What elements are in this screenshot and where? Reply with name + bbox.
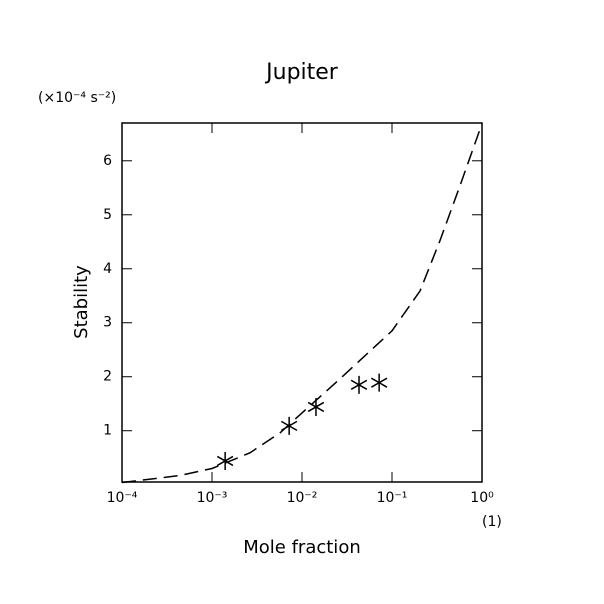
star-marker [216, 451, 234, 470]
star-marker [280, 416, 298, 435]
star-marker [350, 375, 368, 394]
y-tick-label: 1 [103, 423, 112, 439]
x-tick-label: 10⁻³ [197, 490, 228, 506]
chart-title: Jupiter [264, 60, 339, 85]
x-axis-label: Mole fraction [243, 537, 360, 558]
model-line [121, 123, 483, 484]
x-tick-label: 10⁻⁴ [107, 490, 138, 506]
y-tick-label: 3 [103, 315, 112, 331]
star-marker [307, 397, 325, 416]
x-unit: (1) [482, 514, 502, 530]
y-axis-label: Stability [71, 265, 92, 339]
y-tick-label: 6 [103, 153, 112, 169]
x-tick-label: 10⁰ [470, 490, 494, 506]
y-tick-label: 4 [103, 261, 112, 277]
y-unit: (×10⁻⁴ s⁻²) [38, 90, 116, 106]
y-tick-label: 5 [103, 207, 112, 223]
y-tick-label: 2 [103, 369, 112, 385]
x-tick-label: 10⁻¹ [377, 490, 408, 506]
x-tick-label: 10⁻² [287, 490, 318, 506]
star-marker [370, 373, 388, 392]
